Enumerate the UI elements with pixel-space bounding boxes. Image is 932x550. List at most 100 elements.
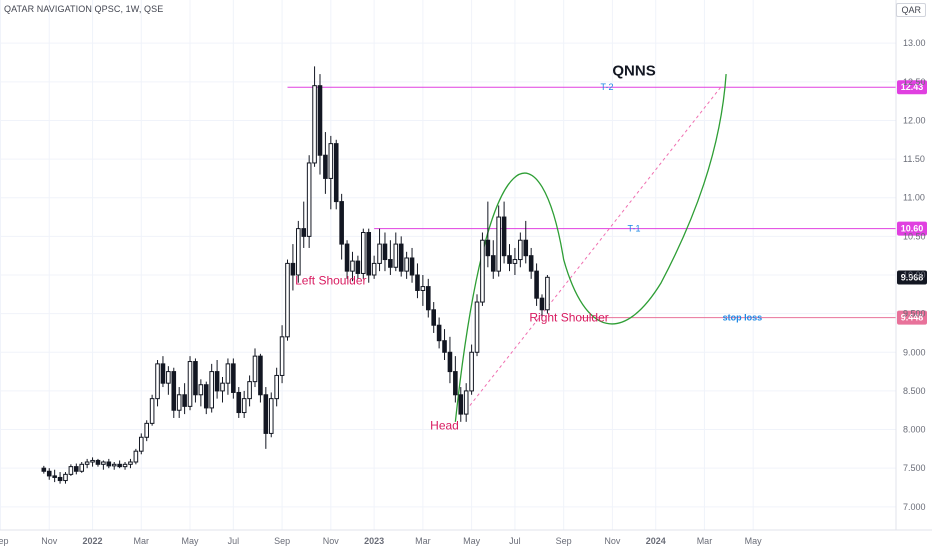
candle-body: [263, 394, 269, 434]
candle-body: [528, 255, 534, 272]
candle-body: [111, 463, 117, 467]
level-label: T-2: [600, 82, 613, 92]
candle: [79, 462, 85, 473]
candle-series: [41, 66, 550, 484]
candle-body: [95, 459, 101, 465]
candle: [420, 275, 426, 306]
time-tick-label: 2024: [646, 536, 666, 546]
candle: [485, 201, 491, 268]
annotation-label: Left Shoulder: [295, 273, 366, 287]
candle-body: [225, 363, 231, 384]
time-tick-label: Sep: [556, 536, 572, 546]
level-price-tag: [897, 80, 927, 95]
candle-body: [84, 461, 90, 465]
candle: [274, 367, 279, 407]
candle-body: [274, 374, 279, 400]
candle-body: [323, 154, 328, 179]
candle: [236, 387, 242, 418]
candle-body: [425, 286, 431, 311]
candle: [241, 390, 247, 418]
candle-body: [117, 463, 122, 468]
candle-body: [507, 255, 512, 264]
candle-body: [404, 257, 409, 272]
candle: [128, 458, 133, 469]
candle-body: [420, 286, 426, 291]
candle: [95, 458, 101, 467]
candle: [187, 356, 193, 411]
candle: [453, 356, 458, 403]
candle-body: [350, 260, 355, 272]
price-axis[interactable]: 7.000 7.500 8.000 8.500 9.000 9.500 10.00 10.50…: [895, 0, 926, 530]
time-tick-label: May: [745, 536, 763, 546]
candle-body: [534, 270, 539, 299]
candle-body: [371, 262, 377, 276]
candle: [328, 135, 334, 210]
price-tick-label: 13.00: [903, 38, 926, 48]
candle-body: [344, 243, 350, 272]
candle-body: [74, 466, 79, 472]
candle-body: [317, 85, 323, 156]
level-label: T-1: [628, 224, 641, 234]
candle-body: [490, 255, 496, 272]
candle-body: [436, 324, 442, 342]
candle-body: [463, 390, 469, 415]
level-lines: T-2 12.43 T-1 10.60 stop loss 9.448 9.968: [287, 80, 927, 325]
candle-body: [382, 243, 388, 261]
candle: [301, 201, 307, 248]
candle-body: [128, 461, 133, 465]
candle: [312, 66, 317, 167]
time-tick-label: Mar: [415, 536, 431, 546]
candle-body: [214, 371, 220, 392]
candle: [512, 247, 518, 275]
price-tick-label: 11.00: [903, 193, 925, 203]
candle: [393, 232, 399, 272]
candle: [382, 232, 388, 272]
candle-body: [469, 351, 474, 392]
candle: [442, 329, 447, 360]
candle: [306, 155, 312, 248]
candle-body: [203, 384, 209, 409]
time-tick-label: Jul: [509, 536, 521, 546]
candle: [501, 201, 507, 264]
candle: [133, 448, 139, 465]
price-tick-label: 12.50: [903, 77, 926, 87]
candle: [447, 336, 453, 384]
candle: [528, 247, 534, 279]
currency-badge[interactable]: QAR: [896, 3, 926, 17]
candle: [388, 240, 393, 275]
candle-body: [496, 216, 501, 272]
candle-body: [90, 459, 95, 463]
candle: [279, 325, 285, 384]
candle-body: [279, 336, 285, 376]
candle: [409, 247, 415, 283]
candle: [144, 420, 150, 442]
candle-body: [52, 475, 57, 478]
candle-body: [355, 260, 361, 274]
candle: [539, 294, 545, 318]
candle-body: [333, 143, 339, 203]
candle-body: [512, 259, 518, 264]
candle: [350, 251, 355, 282]
time-tick-label: Mar: [697, 536, 713, 546]
candle: [247, 375, 252, 407]
candle: [415, 263, 420, 299]
price-tick-label: 12.00: [903, 115, 926, 125]
candle: [90, 457, 95, 467]
time-axis[interactable]: Sep Nov 2022 Mar May Jul Sep Nov 2023 Mar May Jul Se…: [0, 529, 932, 546]
candle: [52, 469, 57, 483]
candle: [138, 433, 144, 455]
level-price-tag-label: 9.448: [901, 313, 924, 323]
candle: [209, 363, 214, 413]
candle: [371, 255, 377, 279]
last-price-tag: [897, 270, 927, 285]
candle-body: [301, 228, 307, 237]
time-tick-label: Sep: [274, 536, 290, 546]
candle-body: [339, 201, 344, 245]
candle: [480, 232, 485, 306]
candle-body: [474, 301, 480, 353]
projection-line: [465, 86, 722, 411]
candle-body: [182, 394, 187, 407]
candle-body: [187, 361, 193, 407]
candle-body: [133, 450, 139, 463]
